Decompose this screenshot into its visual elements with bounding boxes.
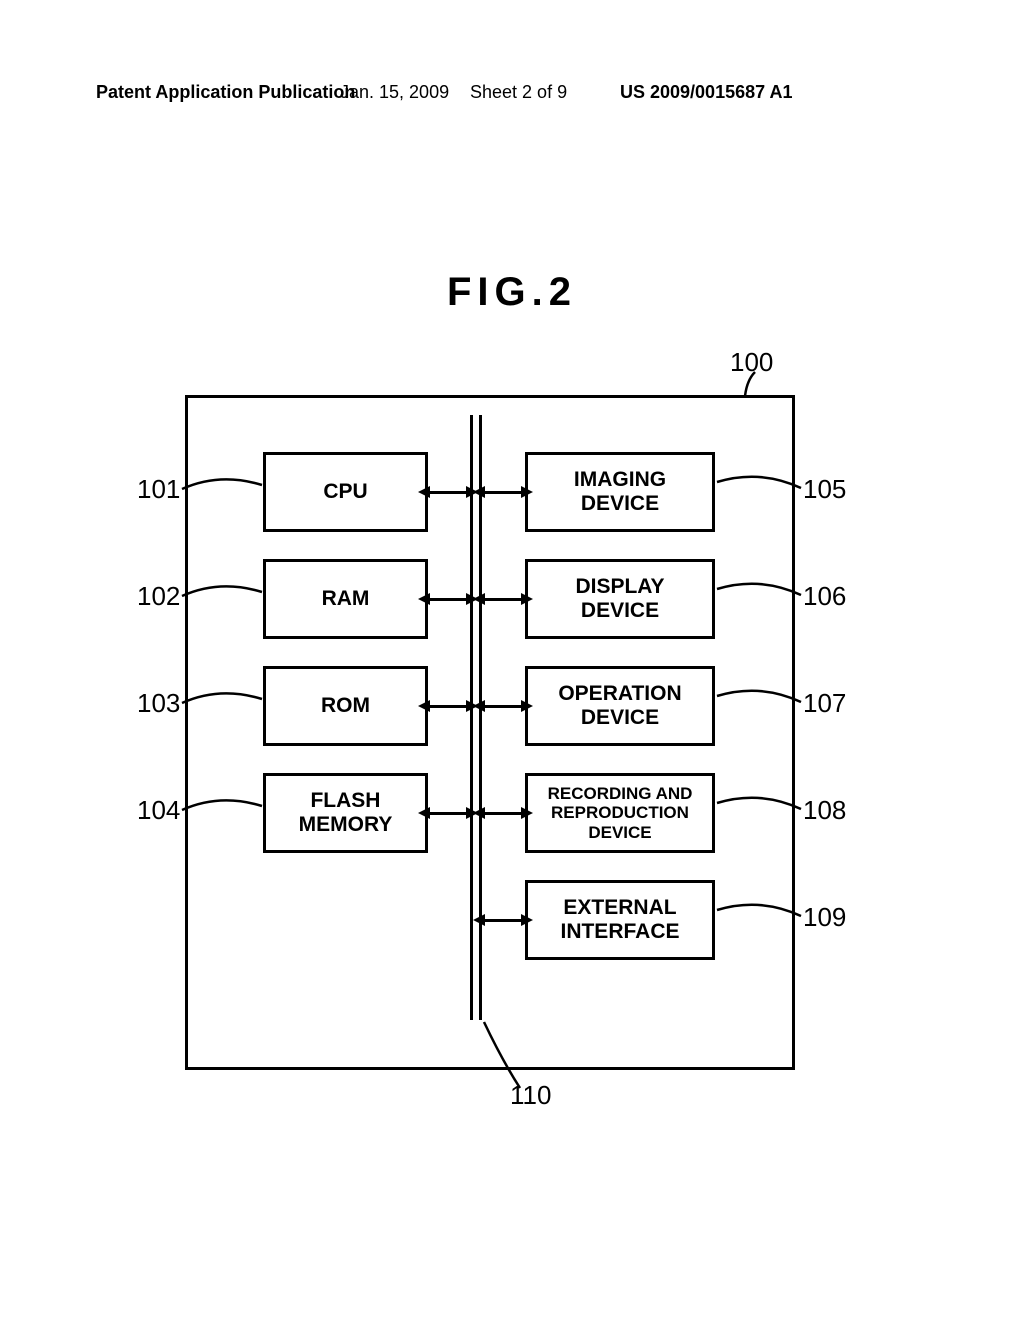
- arrow-head-icon: [418, 700, 430, 712]
- block-external: EXTERNALINTERFACE: [525, 880, 715, 960]
- leader-line: [482, 1020, 537, 1095]
- arrow-head-icon: [521, 486, 533, 498]
- connector-line: [428, 812, 468, 815]
- connector-line: [483, 812, 523, 815]
- arrow-head-icon: [418, 807, 430, 819]
- block-operation: OPERATIONDEVICE: [525, 666, 715, 746]
- arrow-head-icon: [521, 914, 533, 926]
- arrow-head-icon: [521, 593, 533, 605]
- leader-line: [715, 474, 805, 504]
- arrow-head-icon: [418, 593, 430, 605]
- arrow-head-icon: [473, 807, 485, 819]
- block-display: DISPLAYDEVICE: [525, 559, 715, 639]
- leader-line: [180, 477, 265, 507]
- block-ram: RAM: [263, 559, 428, 639]
- ref-label: 108: [803, 795, 846, 826]
- leader-line: [180, 691, 265, 721]
- ref-label: 101: [137, 474, 180, 505]
- bus-line: [479, 415, 482, 1020]
- publication-date: Jan. 15, 2009: [340, 82, 449, 103]
- block-diagram: 100 110 CPU101RAM102ROM103FLASHMEMORY104…: [185, 395, 795, 1070]
- bus-line: [470, 415, 473, 1020]
- connector-line: [483, 598, 523, 601]
- sheet-number: Sheet 2 of 9: [470, 82, 567, 103]
- leader-line: [715, 688, 805, 718]
- connector-line: [483, 491, 523, 494]
- leader-line: [180, 584, 265, 614]
- arrow-head-icon: [418, 486, 430, 498]
- leader-line: [715, 581, 805, 611]
- leader-line: [715, 795, 805, 825]
- connector-line: [483, 919, 523, 922]
- publication-number: US 2009/0015687 A1: [620, 82, 792, 103]
- arrow-head-icon: [473, 700, 485, 712]
- figure-title: FIG.2: [0, 270, 1024, 315]
- arrow-head-icon: [521, 807, 533, 819]
- leader-line: [715, 902, 805, 932]
- ref-label: 107: [803, 688, 846, 719]
- block-rom: ROM: [263, 666, 428, 746]
- arrow-head-icon: [473, 486, 485, 498]
- block-cpu: CPU: [263, 452, 428, 532]
- connector-line: [428, 491, 468, 494]
- leader-line: [180, 798, 265, 828]
- arrow-head-icon: [521, 700, 533, 712]
- leader-line: [743, 370, 773, 398]
- arrow-head-icon: [473, 593, 485, 605]
- ref-label: 104: [137, 795, 180, 826]
- connector-line: [483, 705, 523, 708]
- ref-label: 102: [137, 581, 180, 612]
- ref-label: 105: [803, 474, 846, 505]
- arrow-head-icon: [473, 914, 485, 926]
- publication-type: Patent Application Publication: [96, 82, 355, 103]
- ref-label: 109: [803, 902, 846, 933]
- ref-label: 103: [137, 688, 180, 719]
- connector-line: [428, 705, 468, 708]
- block-recording-and: RECORDING ANDREPRODUCTIONDEVICE: [525, 773, 715, 853]
- block-flash-memory: FLASHMEMORY: [263, 773, 428, 853]
- connector-line: [428, 598, 468, 601]
- block-imaging: IMAGINGDEVICE: [525, 452, 715, 532]
- ref-label: 106: [803, 581, 846, 612]
